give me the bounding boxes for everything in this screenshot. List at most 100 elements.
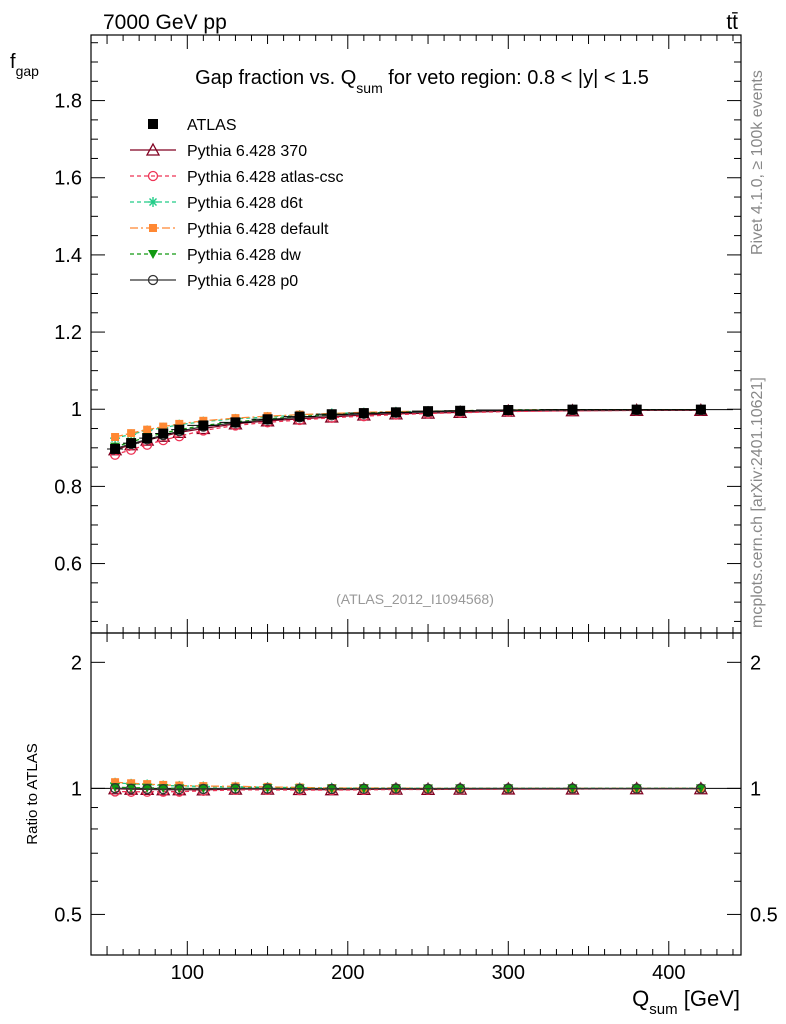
y-tick-label-main: 1 <box>71 399 82 421</box>
series-point-ratio <box>142 783 153 795</box>
series-point-ratio <box>262 783 273 794</box>
series-point-ratio <box>294 783 305 794</box>
series-point-ratio <box>110 783 121 793</box>
series-point-ratio <box>390 783 402 794</box>
data-point-main <box>262 414 273 425</box>
data-point-main <box>423 406 434 417</box>
legend-marker <box>148 119 158 129</box>
legend: ATLAS Pythia 6.428 370 Pythia 6.428 atlas-… <box>130 117 344 290</box>
legend-label: Pythia 6.428 370 <box>187 143 307 160</box>
analysis-label: (ATLAS_2012_I1094568) <box>336 591 494 607</box>
y-tick-label-ratio-right: 1 <box>750 778 761 800</box>
data-point-main <box>174 424 185 435</box>
data-point-main <box>158 428 169 439</box>
y-tick-label-main: 0.8 <box>54 476 82 498</box>
series-line-main <box>114 409 701 456</box>
data-point-main <box>567 404 578 415</box>
series-point-main <box>127 429 136 438</box>
data-point-main <box>326 409 337 420</box>
series-point-ratio <box>174 783 185 795</box>
y-axis-label-ratio: Ratio to ATLAS <box>24 743 41 844</box>
data-point-main <box>294 411 305 422</box>
legend-entry: Pythia 6.428 default <box>130 221 329 238</box>
series-point-ratio <box>695 783 707 794</box>
y-tick-label-main: 1.8 <box>54 91 82 113</box>
y-tick-label-ratio-right: 2 <box>750 652 761 674</box>
data-point-main <box>126 438 137 449</box>
data-point-main <box>230 417 241 428</box>
plot-title: Gap fraction vs. Qsum for veto region: 0… <box>195 67 649 96</box>
y-tick-label-main: 1.4 <box>54 245 82 267</box>
legend-label: Pythia 6.428 default <box>187 221 329 238</box>
series-point-ratio <box>158 784 169 795</box>
series-point-main <box>159 422 168 431</box>
series-atlas-data <box>107 404 733 454</box>
energy-label: 7000 GeV pp <box>103 11 227 34</box>
legend-marker <box>145 142 161 156</box>
series-point-ratio <box>111 778 120 787</box>
mcplots-label: mcplots.cern.ch [arXiv:2401.10621] <box>749 377 766 628</box>
legend-entry: Pythia 6.428 p0 <box>130 273 298 290</box>
series-point-ratio <box>127 779 136 788</box>
data-point-main <box>110 443 121 454</box>
axis-ticks: 100 200 300 400 0.6 0.8 1 1.2 1.4 1.6 1.8 0.5 0.5 1 1 2… <box>54 35 778 984</box>
series-point-main <box>143 425 152 434</box>
data-point-main <box>455 405 466 416</box>
data-point-main <box>198 420 209 431</box>
x-tick-label: 200 <box>331 962 364 984</box>
legend-marker <box>147 170 159 182</box>
data-point-main <box>695 404 706 415</box>
y-tick-label-ratio: 0.5 <box>54 904 82 926</box>
data-point-main <box>358 408 369 419</box>
series-point-ratio <box>422 783 434 794</box>
x-axis-label: Qsum [GeV] <box>632 986 740 1018</box>
data-point-main <box>631 404 642 415</box>
legend-label: Pythia 6.428 dw <box>187 247 301 264</box>
legend-label: ATLAS <box>187 117 237 134</box>
series-point-ratio <box>631 783 642 794</box>
data-point-main <box>142 433 153 444</box>
series-point-ratio <box>230 783 241 794</box>
series-point-ratio <box>125 783 137 794</box>
y-tick-label-main: 1.2 <box>54 322 82 344</box>
series-point-ratio <box>503 783 514 794</box>
x-tick-label: 300 <box>492 962 525 984</box>
rivet-version-label: Rivet 4.1.0, ≥ 100k events <box>749 70 766 255</box>
series-line-ratio <box>115 787 701 790</box>
legend-label: Pythia 6.428 d6t <box>187 195 303 212</box>
series-line-ratio <box>115 788 701 793</box>
y-tick-label-main: 1.6 <box>54 168 82 190</box>
series-point-main <box>111 433 120 442</box>
series-point-ratio <box>326 783 337 795</box>
series-point-ratio <box>198 783 209 795</box>
x-tick-label: 100 <box>171 962 204 984</box>
ratio-plot-frame <box>90 632 742 956</box>
series-point-ratio <box>142 783 153 793</box>
legend-entry: Pythia 6.428 atlas-csc <box>130 169 344 186</box>
series-point-ratio <box>109 783 121 794</box>
y-tick-label-ratio-right: 0.5 <box>750 904 778 926</box>
data-point-main <box>503 405 514 416</box>
series-point-ratio <box>567 783 578 794</box>
series-layer <box>107 403 733 797</box>
legend-entry: Pythia 6.428 d6t <box>130 195 303 212</box>
data-point-main <box>390 407 401 418</box>
series-point-ratio <box>454 783 466 794</box>
y-axis-label-main: fgap <box>10 51 39 79</box>
legend-label: Pythia 6.428 p0 <box>187 273 298 290</box>
legend-entry: Pythia 6.428 370 <box>130 142 307 160</box>
legend-entry: Pythia 6.428 dw <box>130 247 301 264</box>
legend-entry-atlas: ATLAS <box>148 117 237 134</box>
legend-marker <box>148 197 158 207</box>
y-tick-label-main: 0.6 <box>54 554 82 576</box>
series-point-ratio <box>358 783 369 794</box>
x-tick-label: 400 <box>652 962 685 984</box>
legend-label: Pythia 6.428 atlas-csc <box>187 169 344 186</box>
series-point-main <box>175 419 184 428</box>
legend-marker <box>149 224 157 232</box>
process-label: tt̄ <box>726 11 738 34</box>
y-tick-label-ratio: 1 <box>71 778 82 800</box>
legend-marker <box>147 274 159 286</box>
legend-marker <box>148 250 158 259</box>
